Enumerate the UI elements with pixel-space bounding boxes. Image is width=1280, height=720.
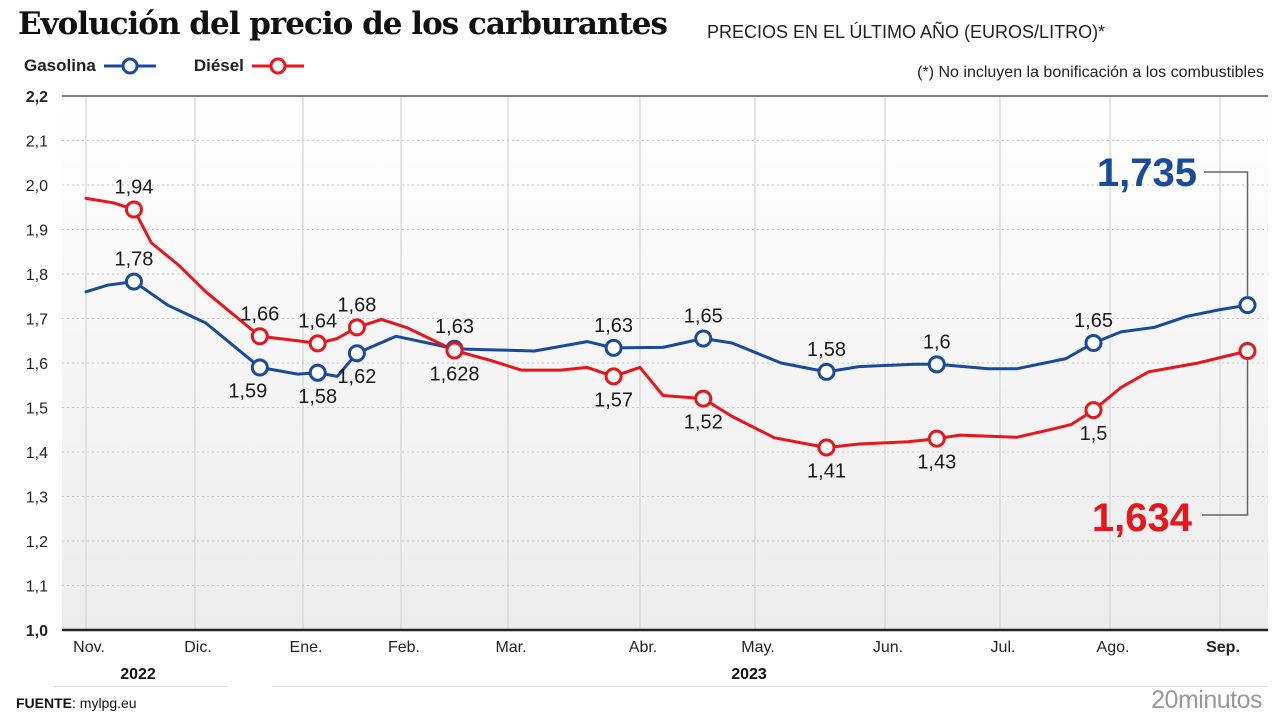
legend-label: Diésel bbox=[193, 56, 244, 75]
data-label: 1,65 bbox=[684, 306, 723, 328]
data-point-marker bbox=[604, 338, 623, 357]
data-label: 1,43 bbox=[917, 452, 956, 474]
year-label: 2022 bbox=[120, 666, 156, 683]
y-tick-label: 1,1 bbox=[26, 579, 48, 596]
callout-leader-diesel bbox=[1202, 358, 1249, 516]
x-tick-label: Jul. bbox=[991, 639, 1016, 656]
data-point-marker bbox=[604, 367, 623, 386]
data-point-marker bbox=[445, 341, 464, 360]
legend-item-diesel: Diésel bbox=[194, 56, 306, 76]
y-tick-label: 2,2 bbox=[26, 89, 48, 106]
data-label: 1,62 bbox=[337, 366, 376, 388]
data-label: 1,63 bbox=[594, 315, 633, 337]
data-point-marker bbox=[347, 318, 366, 337]
data-point-marker bbox=[1084, 333, 1103, 352]
data-point-marker bbox=[927, 355, 946, 374]
x-tick-label: Ene. bbox=[290, 639, 323, 656]
data-label: 1,6 bbox=[923, 331, 951, 353]
legend-line-marker-icon bbox=[251, 57, 304, 75]
data-label: 1,58 bbox=[807, 339, 846, 361]
y-tick-label: 1,6 bbox=[26, 356, 48, 373]
legend-line-marker-icon bbox=[103, 57, 156, 75]
data-label: 1,65 bbox=[1074, 310, 1113, 332]
y-tick-label: 1,3 bbox=[26, 490, 48, 507]
final-value-gasolina: 1,735 bbox=[1097, 151, 1197, 195]
legend-label: Gasolina bbox=[24, 56, 96, 75]
data-point-marker bbox=[124, 200, 143, 219]
data-point-marker bbox=[817, 438, 836, 457]
y-tick-label: 1,7 bbox=[26, 312, 48, 329]
y-tick-label: 2,0 bbox=[26, 178, 48, 195]
y-tick-label: 2,1 bbox=[26, 134, 48, 151]
data-point-marker bbox=[1084, 401, 1103, 420]
data-point-marker bbox=[694, 329, 713, 348]
source-label: FUENTE bbox=[16, 695, 72, 711]
data-point-marker bbox=[1238, 341, 1257, 360]
data-label: 1,63 bbox=[435, 316, 474, 338]
year-label: 2023 bbox=[731, 666, 767, 683]
final-value-diesel: 1,634 bbox=[1092, 496, 1193, 540]
data-label: 1,628 bbox=[429, 364, 479, 386]
data-point-marker bbox=[694, 389, 713, 408]
data-point-marker bbox=[1238, 296, 1257, 315]
x-tick-label: Feb. bbox=[388, 639, 420, 656]
data-point-marker bbox=[250, 358, 269, 377]
data-label: 1,52 bbox=[684, 412, 723, 434]
x-tick-label: May. bbox=[741, 639, 774, 656]
legend-item-gasolina: Gasolina bbox=[24, 56, 158, 76]
y-tick-label: 1,0 bbox=[26, 623, 48, 640]
x-tick-label: Abr. bbox=[629, 639, 657, 656]
year-rule-2022 bbox=[54, 686, 228, 687]
chart-subtitle: PRECIOS EN EL ÚLTIMO AÑO (EUROS/LITRO)* bbox=[707, 22, 1106, 42]
chart-title: Evolución del precio de los carburantes bbox=[18, 6, 668, 42]
y-tick-label: 1,2 bbox=[26, 534, 48, 551]
x-tick-label: Ago. bbox=[1097, 639, 1130, 656]
data-label: 1,41 bbox=[807, 461, 846, 483]
year-rule-2023 bbox=[272, 686, 1268, 687]
y-tick-label: 1,5 bbox=[26, 401, 48, 418]
data-label: 1,68 bbox=[337, 294, 376, 316]
x-tick-label: Mar. bbox=[495, 639, 526, 656]
data-point-marker bbox=[927, 429, 946, 448]
x-tick-label: Nov. bbox=[73, 639, 105, 656]
data-label: 1,94 bbox=[114, 176, 153, 198]
data-label: 1,78 bbox=[114, 249, 153, 271]
data-point-marker bbox=[308, 363, 327, 382]
data-point-marker bbox=[250, 327, 269, 346]
source-credit: FUENTE: mylpg.eu bbox=[16, 695, 137, 711]
legend: Gasolina Diésel bbox=[24, 56, 342, 76]
callout-leader-gasolina bbox=[1204, 171, 1249, 298]
y-tick-label: 1,8 bbox=[26, 267, 48, 284]
data-point-marker bbox=[124, 272, 143, 291]
y-tick-label: 1,4 bbox=[26, 445, 48, 462]
data-label: 1,64 bbox=[298, 310, 337, 332]
brand-logo: 20minutos bbox=[1151, 686, 1262, 714]
data-label: 1,57 bbox=[594, 389, 633, 411]
x-tick-label: Dic. bbox=[184, 639, 212, 656]
data-point-marker bbox=[347, 344, 366, 363]
x-tick-label: Sep. bbox=[1206, 639, 1240, 656]
data-point-marker bbox=[817, 362, 836, 381]
footnote: (*) No incluyen la bonificación a los co… bbox=[917, 64, 1264, 81]
data-point-marker bbox=[308, 334, 327, 353]
data-label: 1,5 bbox=[1080, 423, 1108, 445]
y-tick-label: 1,9 bbox=[26, 223, 48, 240]
source-value: : mylpg.eu bbox=[72, 695, 137, 711]
data-label: 1,66 bbox=[240, 303, 279, 325]
x-tick-label: Jun. bbox=[873, 639, 903, 656]
data-label: 1,59 bbox=[228, 380, 267, 402]
data-label: 1,58 bbox=[298, 386, 337, 408]
